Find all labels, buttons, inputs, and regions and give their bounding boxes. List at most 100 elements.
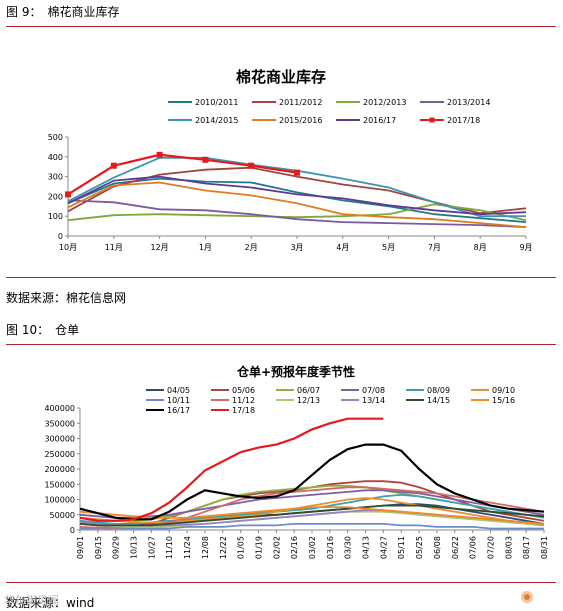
figure-10-header: 图 10： 仓单 <box>6 323 80 337</box>
legend-label: 05/06 <box>232 386 255 395</box>
legend-label: 2010/2011 <box>195 98 238 107</box>
x-tick-label: 09/29 <box>112 536 121 559</box>
series-line <box>67 175 527 216</box>
figure-10-source: 数据来源：wind <box>6 596 95 610</box>
legend-label: 04/05 <box>167 386 190 395</box>
x-tick-label: 3月 <box>290 243 303 252</box>
figure-9-source: 数据来源：棉花信息网 <box>6 291 127 305</box>
x-tick-label: 04/13 <box>362 536 371 559</box>
y-tick-label: 400000 <box>44 404 75 413</box>
legend-label: 15/16 <box>492 396 515 405</box>
x-tick-label: 02/02 <box>272 536 281 559</box>
x-tick-label: 07/06 <box>469 536 478 559</box>
x-tick-label: 11/10 <box>165 536 174 559</box>
x-tick-label: 02/16 <box>290 536 299 559</box>
x-tick-label: 12/22 <box>219 536 228 559</box>
data-point <box>248 162 255 169</box>
y-tick-label: 0 <box>70 526 75 535</box>
data-point <box>110 162 117 169</box>
x-tick-label: 04/27 <box>379 536 388 559</box>
series-line <box>67 177 527 223</box>
x-tick-label: 07/20 <box>486 536 495 559</box>
x-tick-label: 11/24 <box>183 536 192 559</box>
series-line <box>80 523 544 530</box>
x-tick-label: 03/16 <box>326 536 335 559</box>
x-tick-label: 03/30 <box>344 536 353 559</box>
x-tick-label: 1月 <box>199 243 212 252</box>
y-tick-label: 50000 <box>50 511 75 520</box>
legend-label: 07/08 <box>362 386 385 395</box>
chart-inventory: 棉花商业库存 0 100 200 300 400 500 10月 11月 12月 1月 2月 3月 4月 5… <box>6 48 556 272</box>
x-tick-label: 09/15 <box>94 536 103 559</box>
x-tick-label: 10/27 <box>147 536 156 559</box>
y-tick-label: 350000 <box>44 419 75 428</box>
y-tick-label: 250000 <box>44 450 75 459</box>
x-tick-label: 06/08 <box>433 536 442 559</box>
x-tick-label: 09/01 <box>76 536 85 559</box>
watermark: 华尔街见闻 <box>4 594 59 607</box>
legend-label: 10/11 <box>167 396 190 405</box>
legend-label: 2012/2013 <box>363 98 406 107</box>
legend-label: 12/13 <box>297 396 320 405</box>
x-tick-label: 7月 <box>428 243 441 252</box>
x-tick-label: 12/08 <box>201 536 210 559</box>
y-tick-label: 300000 <box>44 435 75 444</box>
chart-title: 棉花商业库存 <box>236 68 326 86</box>
legend-label: 08/09 <box>427 386 450 395</box>
x-tick-label: 05/11 <box>397 536 406 559</box>
data-point <box>65 191 71 198</box>
x-tick-label: 06/22 <box>451 536 460 559</box>
chart-title: 仓单+预报年度季节性 <box>236 364 355 379</box>
legend-label: 2017/18 <box>447 116 480 125</box>
legend-label: 2013/2014 <box>447 98 490 107</box>
data-point <box>156 151 163 158</box>
inventory-chart-svg: 棉花商业库存 0 100 200 300 400 500 10月 11月 12月 1月 2月 3月 4月 5… <box>48 68 533 252</box>
y-tick-label: 200 <box>48 192 63 201</box>
logo-icon <box>521 591 533 603</box>
x-tick-label: 2月 <box>245 243 258 252</box>
rule <box>6 277 556 278</box>
series-line <box>79 497 545 527</box>
x-tick-label: 10月 <box>59 243 77 252</box>
x-tick-label: 08/03 <box>504 536 513 559</box>
x-tick-label: 05/25 <box>415 536 424 559</box>
x-tick-label: 9月 <box>519 243 532 252</box>
y-tick-label: 400 <box>48 153 63 162</box>
data-point <box>294 169 300 176</box>
figure-9-header: 图 9： 棉花商业库存 <box>6 5 120 19</box>
series-line <box>67 199 527 228</box>
x-tick-label: 5月 <box>382 243 395 252</box>
x-tick-label: 11月 <box>105 243 123 252</box>
legend-label: 14/15 <box>427 396 450 405</box>
series-line <box>67 181 527 228</box>
y-tick-label: 100000 <box>44 496 75 505</box>
y-tick-label: 200000 <box>44 465 75 474</box>
x-tick-label: 01/19 <box>254 536 263 559</box>
legend-label: 2014/2015 <box>195 116 238 125</box>
y-tick-label: 150000 <box>44 480 75 489</box>
series-line <box>79 417 384 522</box>
y-tick-label: 500 <box>48 133 63 142</box>
x-tick-label: 12月 <box>151 243 169 252</box>
chart-warehouse: 仓单+预报年度季节性 0 50000 100000 150000 200000 250000… <box>6 360 556 580</box>
x-tick-label: 8月 <box>474 243 487 252</box>
legend-marker <box>429 117 435 123</box>
data-point <box>202 156 209 163</box>
rule <box>6 344 556 345</box>
y-tick-label: 300 <box>48 173 63 182</box>
legend-label: 09/10 <box>492 386 515 395</box>
y-tick-label: 0 <box>58 232 63 241</box>
x-tick-label: 03/02 <box>308 536 317 559</box>
x-tick-label: 4月 <box>336 243 349 252</box>
x-tick-label: 08/17 <box>522 536 531 559</box>
x-tick-label: 01/05 <box>237 536 246 559</box>
x-tick-label: 10/13 <box>130 536 139 559</box>
legend-label: 17/18 <box>232 406 255 415</box>
legend-label: 2011/2012 <box>279 98 322 107</box>
rule <box>6 582 556 583</box>
legend-label: 16/17 <box>167 406 190 415</box>
legend-label: 13/14 <box>362 396 385 405</box>
legend-label: 06/07 <box>297 386 320 395</box>
legend-label: 2016/17 <box>363 116 396 125</box>
rule <box>6 26 556 27</box>
